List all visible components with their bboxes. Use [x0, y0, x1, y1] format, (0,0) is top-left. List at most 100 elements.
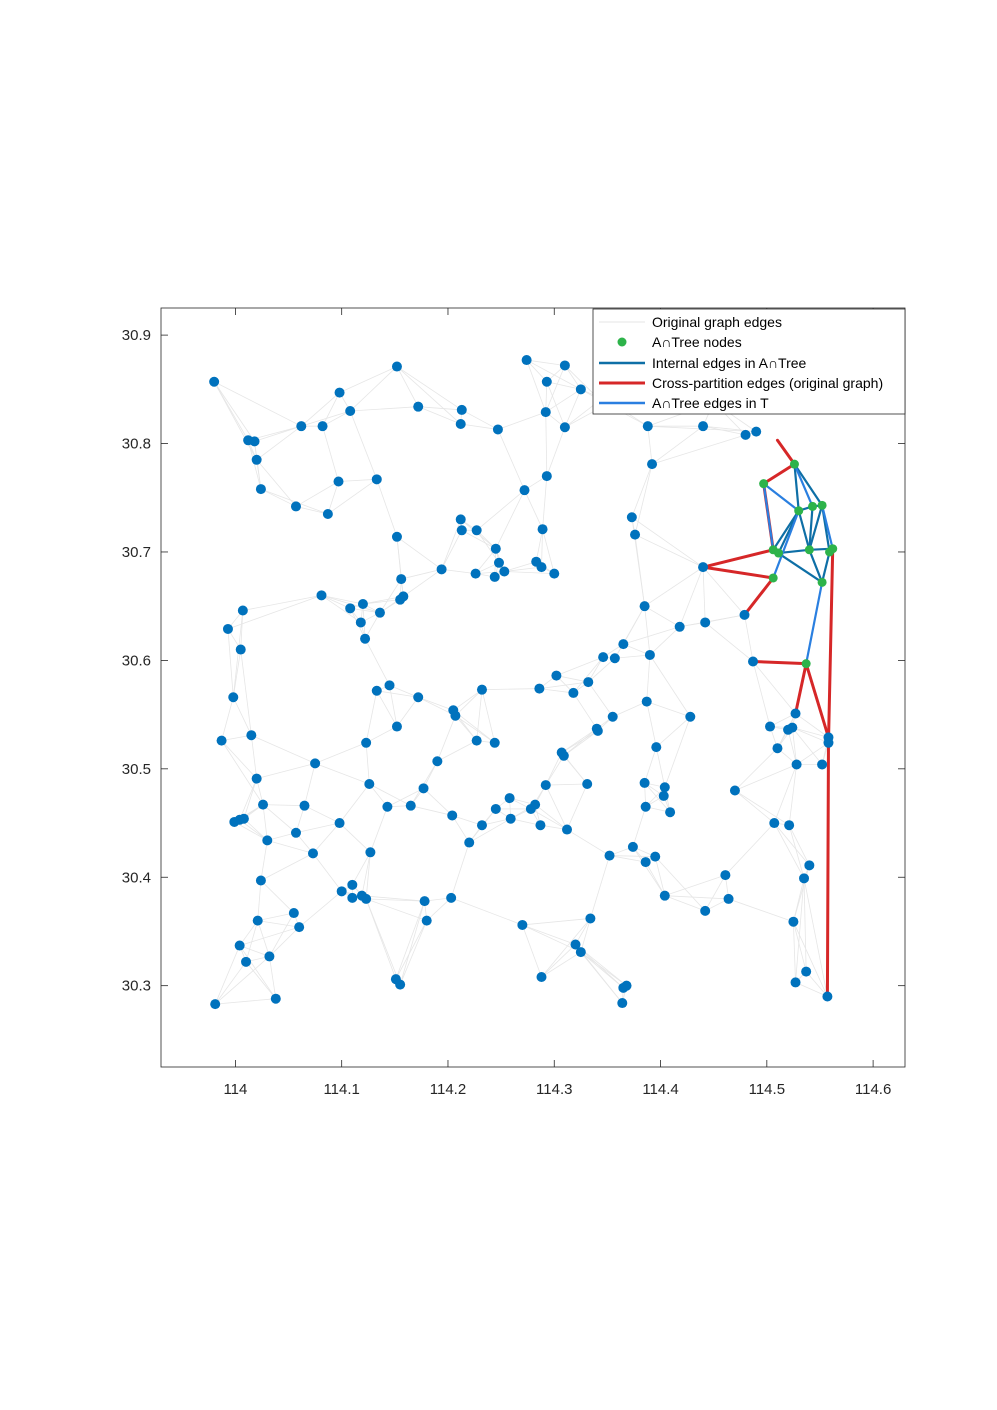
- atree-tree-edge: [772, 509, 800, 580]
- original-edge: [545, 365, 566, 413]
- original-edge: [312, 853, 343, 892]
- original-edge: [725, 822, 775, 876]
- graph-node: [355, 617, 366, 628]
- original-edge: [646, 654, 651, 702]
- original-edge: [795, 713, 829, 738]
- original-edge: [321, 594, 364, 605]
- atree-node: [759, 479, 769, 489]
- original-edge: [612, 701, 647, 718]
- original-edge: [752, 661, 796, 714]
- graph-node: [490, 803, 501, 814]
- original-edge: [649, 626, 680, 656]
- graph-node: [382, 801, 393, 812]
- graph-node: [345, 406, 356, 417]
- plot-area: [161, 308, 905, 1067]
- x-tick-label: 114.6: [855, 1081, 891, 1098]
- original-edge: [245, 920, 259, 962]
- original-edge: [541, 951, 582, 978]
- original-edge: [298, 891, 342, 928]
- y-tick-label: 30.9: [122, 327, 151, 344]
- cross-partition-edge: [826, 547, 835, 745]
- x-tick-label: 114.1: [323, 1081, 359, 1098]
- graph-node: [788, 916, 799, 927]
- graph-node: [787, 722, 798, 733]
- original-edge: [631, 463, 653, 518]
- graph-node: [784, 820, 795, 831]
- cross-partition-edge: [825, 741, 830, 999]
- original-edge: [542, 476, 548, 530]
- atree-node: [801, 659, 811, 669]
- original-edge: [546, 381, 581, 390]
- original-edge: [534, 804, 568, 830]
- original-edge: [793, 921, 828, 997]
- original-edge: [644, 566, 704, 607]
- graph-node: [729, 785, 740, 796]
- original-edge: [295, 481, 339, 507]
- graph-node: [549, 568, 560, 579]
- graph-node: [476, 820, 487, 831]
- original-edge: [644, 747, 657, 784]
- original-edge: [632, 806, 647, 848]
- original-edge: [387, 787, 424, 808]
- original-edge: [221, 740, 257, 779]
- original-edge: [256, 459, 297, 507]
- internal-atree-edge: [808, 548, 824, 584]
- graph-node: [436, 564, 447, 575]
- legend-label-cross-edges: Cross-partition edges (original graph): [652, 375, 883, 391]
- original-edge: [215, 998, 276, 1005]
- original-edge: [351, 852, 371, 886]
- original-edge: [243, 778, 258, 819]
- graph-node: [251, 454, 262, 465]
- graph-node: [450, 710, 461, 721]
- original-edge: [561, 728, 597, 753]
- original-edge: [522, 924, 576, 945]
- graph-node: [249, 436, 260, 447]
- graph-node: [700, 617, 711, 628]
- original-edge: [728, 898, 794, 923]
- original-edge: [327, 478, 377, 515]
- graph-node: [334, 387, 345, 398]
- graph-node: [626, 512, 637, 523]
- y-tick-label: 30.6: [122, 652, 151, 669]
- original-edge: [651, 425, 704, 465]
- original-edge: [399, 900, 425, 985]
- graph-node: [262, 835, 273, 846]
- graph-node: [288, 908, 299, 919]
- cross-partition-edge: [762, 462, 796, 486]
- original-edge: [609, 855, 646, 863]
- original-edge: [263, 804, 305, 807]
- graph-node: [723, 893, 734, 904]
- original-edge: [227, 628, 234, 698]
- original-edge: [702, 567, 706, 623]
- original-edge: [461, 409, 499, 430]
- original-edge: [655, 747, 666, 788]
- graph-node: [294, 922, 305, 933]
- tree-edges-layer: [762, 463, 834, 665]
- original-edge: [451, 897, 523, 926]
- graph-node: [592, 725, 603, 736]
- graph-node: [642, 421, 653, 432]
- original-edge: [773, 822, 810, 866]
- original-edge: [339, 822, 371, 853]
- plot-frame: [160, 307, 906, 1068]
- graph-node: [310, 758, 321, 769]
- original-edge: [803, 878, 828, 997]
- graph-node: [541, 471, 552, 482]
- graph-node: [413, 692, 424, 703]
- original-edge: [656, 716, 691, 748]
- atree-node: [804, 545, 814, 555]
- original-edge: [362, 599, 401, 605]
- original-edge: [350, 406, 419, 412]
- original-edge: [256, 763, 316, 779]
- original-edge: [805, 971, 828, 997]
- original-edge: [301, 410, 351, 427]
- original-edge: [788, 825, 810, 866]
- original-edge: [646, 701, 657, 748]
- original-edge: [452, 815, 483, 826]
- atree-node: [817, 500, 827, 510]
- graph-node: [630, 529, 641, 540]
- graph-node: [432, 756, 443, 767]
- original-edge: [314, 742, 367, 764]
- graph-node: [540, 407, 551, 418]
- original-edge: [803, 878, 807, 972]
